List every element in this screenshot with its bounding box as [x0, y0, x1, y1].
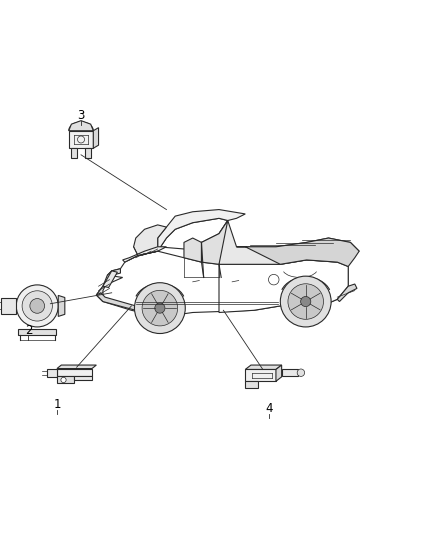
Polygon shape	[123, 247, 166, 262]
Polygon shape	[134, 225, 166, 255]
Polygon shape	[219, 221, 359, 264]
Circle shape	[22, 291, 53, 321]
Polygon shape	[158, 209, 245, 251]
Polygon shape	[103, 271, 117, 287]
Circle shape	[155, 303, 165, 313]
Polygon shape	[282, 369, 298, 376]
Circle shape	[61, 377, 66, 383]
Circle shape	[134, 282, 185, 334]
Text: 4: 4	[265, 402, 273, 415]
Polygon shape	[71, 148, 77, 158]
Polygon shape	[57, 368, 92, 376]
Polygon shape	[219, 260, 348, 312]
Polygon shape	[245, 365, 282, 369]
Polygon shape	[93, 128, 99, 148]
Polygon shape	[85, 148, 91, 158]
Polygon shape	[96, 293, 136, 310]
Polygon shape	[276, 365, 282, 381]
Polygon shape	[47, 368, 57, 377]
Circle shape	[297, 369, 304, 376]
Polygon shape	[96, 269, 120, 302]
Circle shape	[30, 298, 45, 313]
Polygon shape	[74, 376, 92, 379]
Polygon shape	[138, 219, 228, 255]
Polygon shape	[69, 131, 93, 148]
Circle shape	[300, 296, 311, 306]
Circle shape	[16, 285, 58, 327]
Polygon shape	[58, 295, 65, 317]
Polygon shape	[96, 251, 348, 314]
Polygon shape	[1, 298, 16, 314]
Polygon shape	[57, 376, 74, 383]
Text: 2: 2	[25, 324, 32, 336]
Polygon shape	[57, 365, 96, 368]
Polygon shape	[237, 238, 359, 266]
Polygon shape	[245, 369, 276, 381]
Polygon shape	[18, 329, 56, 335]
Text: 3: 3	[78, 109, 85, 122]
Circle shape	[288, 284, 324, 319]
Polygon shape	[201, 221, 228, 264]
Circle shape	[280, 276, 331, 327]
Polygon shape	[245, 381, 258, 388]
Polygon shape	[69, 120, 93, 131]
Polygon shape	[337, 284, 357, 302]
Circle shape	[142, 290, 178, 326]
Polygon shape	[184, 238, 201, 262]
Text: 1: 1	[53, 398, 61, 411]
